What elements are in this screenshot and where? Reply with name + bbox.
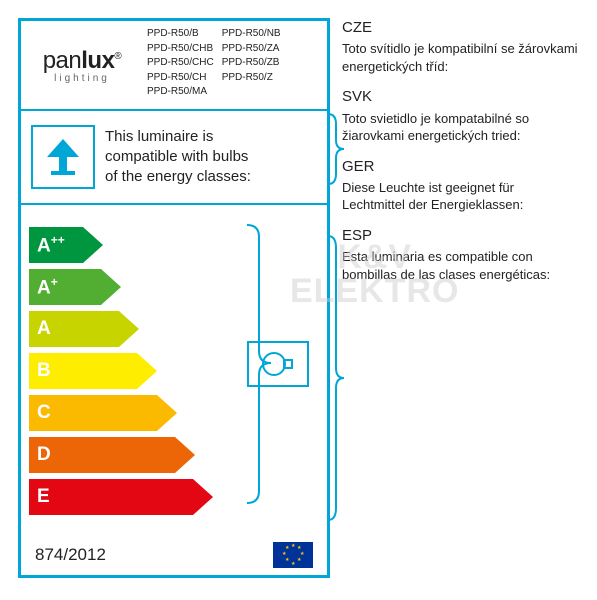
arrow-label: A+ [37,275,58,299]
translation-item: GERDiese Leuchte ist geeignet für Lechtm… [342,157,578,214]
eu-flag-icon: ★ ★ ★ ★ ★ ★ ★ ★ [273,542,313,568]
logo-area: panlux® lighting [21,21,143,109]
logo-sub: lighting [54,73,110,84]
codes-col-1: PPD-R50/BPPD-R50/CHBPPD-R50/CHCPPD-R50/C… [147,27,214,103]
container: panlux® lighting PPD-R50/BPPD-R50/CHBPPD… [0,0,597,600]
energy-arrow: D [29,437,195,473]
code-item: PPD-R50/Z [222,71,281,86]
translation-item: ESPEsta luminaria es compatible con bomb… [342,226,578,283]
code-item: PPD-R50/CHB [147,42,214,57]
translation-text: Esta luminaria es compatible con bombill… [342,248,578,283]
logo: panlux® [43,47,122,75]
lamp-icon-box [31,125,95,189]
energy-arrow: C [29,395,177,431]
label-header: panlux® lighting PPD-R50/BPPD-R50/CHBPPD… [21,21,327,111]
translations: CZEToto svítidlo je kompatibilní se žáro… [342,18,578,295]
translation-code: ESP [342,226,578,246]
arrow-body [29,437,175,473]
energy-arrow: E [29,479,213,515]
codes-col-2: PPD-R50/NBPPD-R50/ZAPPD-R50/ZBPPD-R50/Z [222,27,281,103]
energy-label: panlux® lighting PPD-R50/BPPD-R50/CHBPPD… [18,18,330,578]
energy-arrow: A++ [29,227,103,263]
arrow-head [175,437,195,473]
arrow-label: A++ [37,233,65,257]
code-item: PPD-R50/B [147,27,214,42]
arrow-head [137,353,157,389]
energy-arrow: B [29,353,157,389]
code-item: PPD-R50/MA [147,85,214,100]
translation-text: Toto svítidlo je kompatibilní se žárovka… [342,40,578,75]
product-codes: PPD-R50/BPPD-R50/CHBPPD-R50/CHCPPD-R50/C… [143,21,327,109]
translation-item: SVK Toto svietidlo je kompatabilné so žia… [342,87,578,144]
code-item: PPD-R50/ZB [222,56,281,71]
compat-line-1: This luminaire is [105,127,251,147]
translation-text: Toto svietidlo je kompatabilné so žiarov… [342,110,578,145]
code-item: PPD-R50/ZA [222,42,281,57]
bulb-icon [260,346,296,382]
regulation-number: 874/2012 [35,545,106,565]
bulb-indicator-column [247,219,309,509]
code-item: PPD-R50/CHC [147,56,214,71]
arrow-label: C [37,402,51,424]
arrow-label: A [37,318,51,340]
bulb-icon-box [247,341,309,387]
lamp-icon [39,133,87,181]
logo-reg: ® [114,51,121,62]
translation-text: Diese Leuchte ist geeignet für Lechtmitt… [342,179,578,214]
compat-line-2: compatible with bulbs [105,147,251,167]
compat-line-3: of the energy classes: [105,167,251,187]
compatibility-text: This luminaire is compatible with bulbs … [105,127,251,188]
arrow-head [157,395,177,431]
arrow-label: E [37,486,50,508]
arrow-label: D [37,444,51,466]
regulation-row: 874/2012 ★ ★ ★ ★ ★ ★ ★ ★ [21,535,327,575]
energy-classes: A++ A+ ABCDE [21,205,327,535]
eu-stars: ★ ★ ★ ★ ★ ★ ★ ★ [281,543,305,567]
arrow-label: B [37,360,51,382]
translation-item: CZEToto svítidlo je kompatibilní se žáro… [342,18,578,75]
translation-code: GER [342,157,578,177]
code-item: PPD-R50/CH [147,71,214,86]
code-item: PPD-R50/NB [222,27,281,42]
arrow-body [29,479,193,515]
compatibility-row: This luminaire is compatible with bulbs … [21,111,327,205]
energy-arrow: A+ [29,269,121,305]
arrow-head [101,269,121,305]
translation-code: SVK [342,87,578,107]
logo-pan: pan [43,47,82,74]
logo-lux: lux [81,47,114,74]
translation-code: CZE [342,18,578,38]
arrow-head [193,479,213,515]
arrow-head [119,311,139,347]
energy-arrow: A [29,311,139,347]
arrow-head [83,227,103,263]
